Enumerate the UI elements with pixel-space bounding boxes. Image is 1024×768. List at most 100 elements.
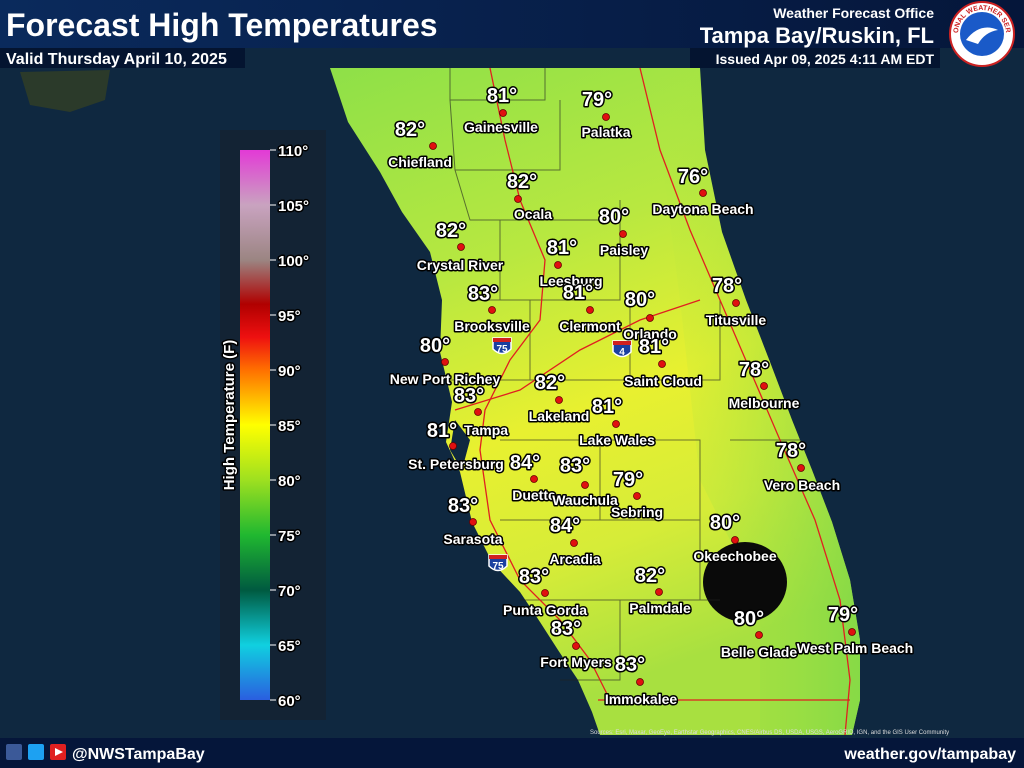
city-dot [514,195,522,203]
city-dot [449,442,457,450]
city-name: Titusville [706,312,767,328]
city: 80° Belle Glade [719,607,798,662]
city-dot [848,628,856,636]
city: 81° St. Petersburg [407,419,506,474]
lake-okeechobee [703,542,787,622]
city-temp: 78° [739,359,769,381]
shield-label: 75 [492,561,504,572]
issued: Issued Apr 09, 2025 4:11 AM EDT [716,51,935,67]
issued-bar [690,48,940,68]
city-dot [646,314,654,322]
city: 84° Arcadia [548,514,603,569]
title: Forecast High Temperatures [6,7,438,43]
city-name: Orlando [623,326,677,342]
city: 81° Clermont [558,281,623,336]
city-temp: 81° [592,396,622,418]
city-dot [658,360,666,368]
city-name: West Palm Beach [797,640,913,656]
city-temp: 76° [678,166,708,188]
city: 83° Immokalee [603,653,679,709]
legend-tick-label: 65° [278,638,301,655]
legend-title: High Temperature (F) [221,340,238,491]
legend-tick-label: 80° [278,473,301,490]
attribution: Sources: Esri, Maxar, GeoEye, Earthstar … [590,730,949,736]
city-dot [633,492,641,500]
city-name: Gainesville [464,119,538,135]
city: 82° Crystal River [415,219,505,275]
city-dot [499,109,507,117]
city-dot [488,306,496,314]
city: 84° Duette [508,451,557,505]
city-dot [530,475,538,483]
city-temp: 78° [712,275,742,297]
interstate-shield: 75 [488,554,508,572]
city-temp: 83° [454,385,484,407]
city: 79° Sebring [609,468,664,522]
social-icons [6,744,66,760]
city-temp: 82° [635,565,665,587]
land-northwest [20,70,110,112]
city-name: Lakeland [529,408,590,424]
city-name: St. Petersburg [408,456,504,472]
city: 78° Vero Beach [762,439,841,495]
city-temp: 82° [395,119,425,141]
city-name: Arcadia [549,551,601,567]
city-name: Palmdale [629,600,691,616]
city-temp: 82° [507,171,537,193]
city-temp: 81° [547,237,577,259]
city: 81° Saint Cloud [623,335,704,391]
legend-tick-label: 70° [278,583,301,600]
city-temp: 84° [510,452,540,474]
city: 81° Lake Wales [578,395,657,450]
city-temp: 80° [599,206,629,228]
city-temp: 79° [828,604,858,626]
city-name: Palatka [581,124,630,140]
city-dot [655,588,663,596]
city: 78° Titusville [704,274,768,330]
city-temp: 82° [436,220,466,242]
legend-tick-label: 100° [278,253,309,270]
city-temp: 79° [613,469,643,491]
city: 78° Melbourne [727,358,801,413]
city-name: Saint Cloud [624,373,702,389]
city: 83° Brooksville [453,282,532,336]
city: 83° Sarasota [442,494,504,549]
city-temp: 83° [468,283,498,305]
city-name: Chiefland [388,154,452,170]
city: 80° Paisley [597,205,649,260]
valid-date: Valid Thursday April 10, 2025 [6,51,227,68]
legend-tick-label: 60° [278,693,301,710]
city-name: Immokalee [605,691,678,707]
city-temp: 81° [639,336,669,358]
city-dot [474,408,482,416]
city: 80° Okeechobee [692,511,778,566]
city-temp: 81° [563,282,593,304]
city-dot [457,243,465,251]
city-name: Wauchula [552,492,618,508]
city: 82° Palmdale [628,564,693,618]
city-dot [619,230,627,238]
legend-scale [240,150,270,700]
footer-handle: @NWSTampaBay [72,746,205,763]
city-temp: 84° [550,515,580,537]
city-dot [554,261,562,269]
city-name: Paisley [600,242,648,258]
city: 79° West Palm Beach [795,603,914,658]
city: 82° Chiefland [387,118,454,172]
city-dot [469,518,477,526]
city: 76° Daytona Beach [651,165,755,219]
city-name: Punta Gorda [503,602,587,618]
city: 83° Punta Gorda [501,565,588,620]
shield-label: 4 [619,347,625,358]
shield-top [613,341,631,345]
city: 81° Leesburg [538,236,604,291]
interstate-shield: 4 [612,340,632,358]
office: Tampa Bay/Ruskin, FL [700,23,934,48]
city-temp: 83° [560,455,590,477]
city-name: Vero Beach [764,477,840,493]
city-name: Ocala [514,206,552,222]
city-dot [441,358,449,366]
valid-bar [0,48,245,68]
legend-tick-label: 90° [278,363,301,380]
